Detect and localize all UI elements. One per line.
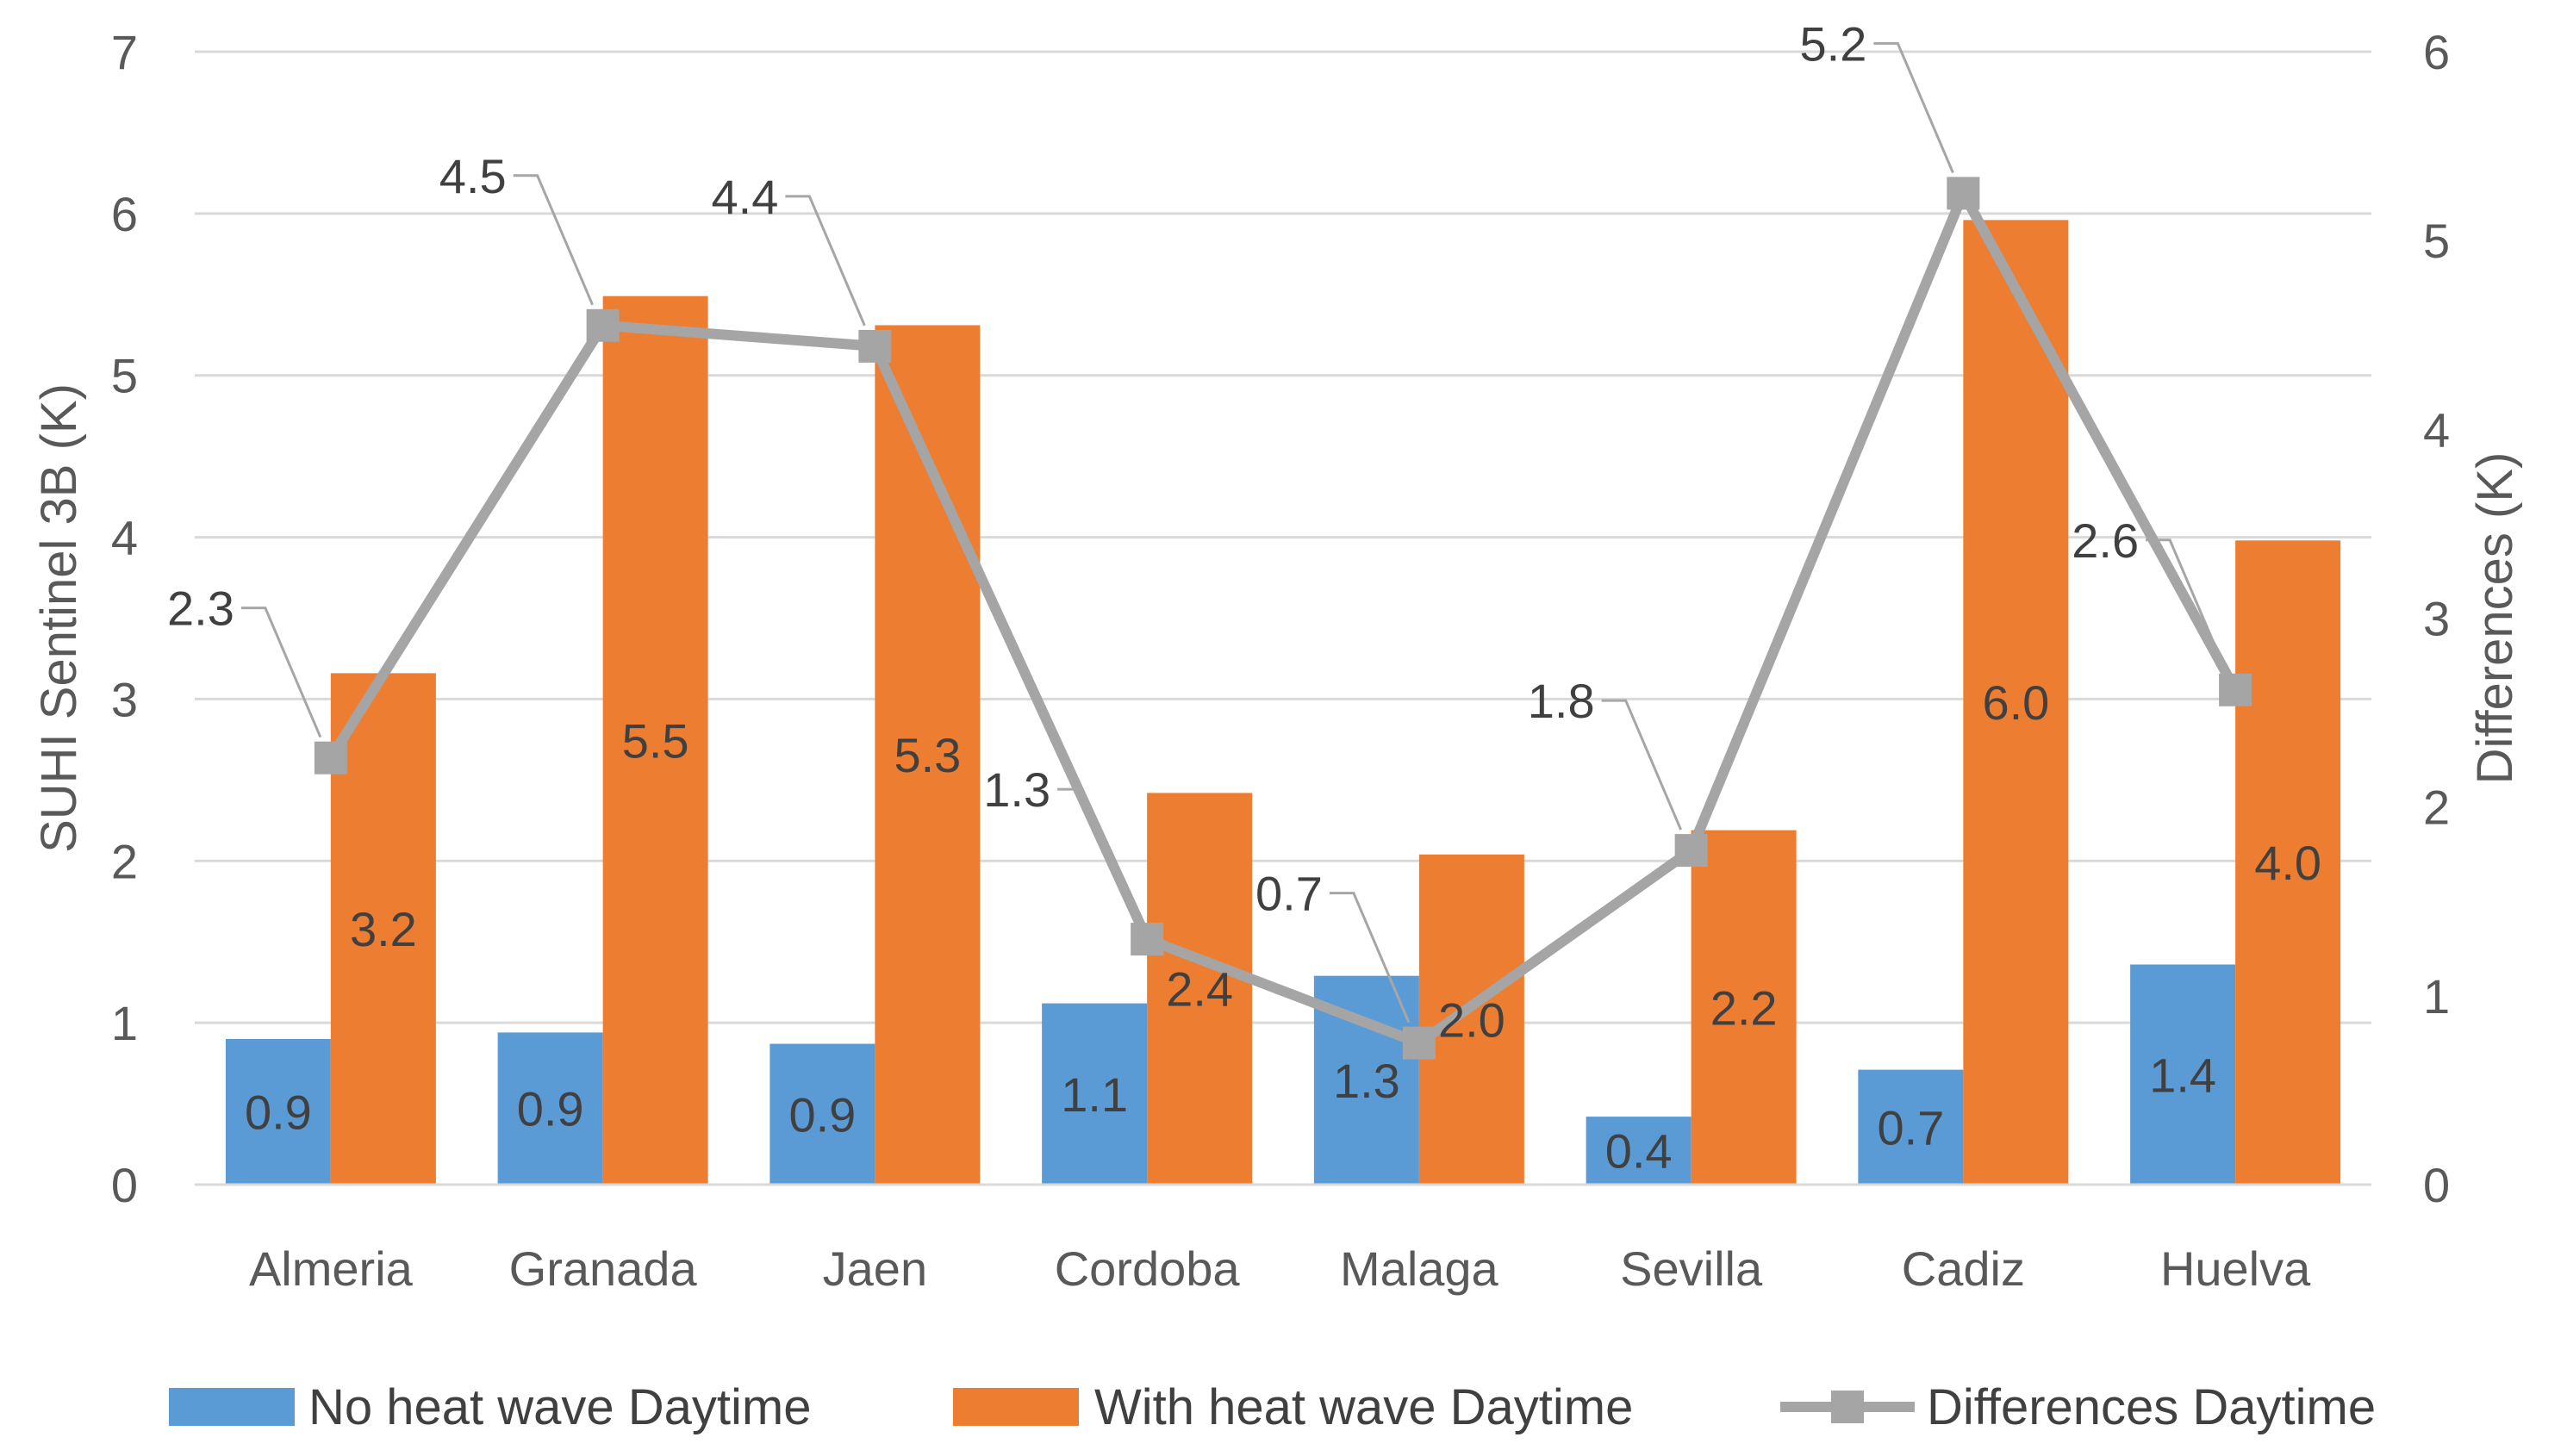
y-tick-label: 6 xyxy=(111,187,138,241)
leader-line xyxy=(1329,892,1411,1024)
data-label-with-heat-wave-granada: 5.5 xyxy=(622,713,689,768)
bar-no-heat-wave-granada xyxy=(497,1032,603,1185)
data-label-differences-jaen: 4.4 xyxy=(712,170,779,224)
y2-tick-label: 2 xyxy=(2423,781,2450,835)
y-tick-label: 3 xyxy=(111,672,138,726)
data-label-differences-huelva: 2.6 xyxy=(2072,513,2139,568)
gridlines xyxy=(195,50,2371,1186)
bar-no-heat-wave-sevilla xyxy=(1586,1117,1692,1185)
differences-marker-cordoba xyxy=(1131,923,1164,956)
legend-label-no-heat-wave: No heat wave Daytime xyxy=(308,1379,811,1435)
leader-line xyxy=(513,174,595,306)
leader-line xyxy=(1873,41,1954,173)
data-label-differences-cordoba: 1.3 xyxy=(983,762,1050,817)
y2-tick-label: 5 xyxy=(2423,214,2450,268)
bar-with-heat-wave-malaga xyxy=(1418,854,1524,1185)
y2-tick-label: 6 xyxy=(2423,25,2450,79)
differences-marker-sevilla xyxy=(1674,834,1708,868)
differences-line xyxy=(326,188,2240,1048)
differences-marker-granada xyxy=(586,308,620,342)
bar-with-heat-wave-granada xyxy=(602,296,708,1185)
data-label-no-heat-wave-cordoba: 1.1 xyxy=(1061,1067,1128,1122)
bar-no-heat-wave-cordoba xyxy=(1042,1003,1148,1185)
x-tick-label-cadiz: Cadiz xyxy=(1902,1241,2025,1296)
data-label-no-heat-wave-cadiz: 0.7 xyxy=(1877,1100,1944,1154)
bar-with-heat-wave-almeria xyxy=(330,673,436,1185)
legend-swatch-no-heat-wave xyxy=(169,1388,295,1426)
leader-line xyxy=(785,195,866,327)
y-tick-label: 5 xyxy=(111,349,138,403)
x-tick-label-jaen: Jaen xyxy=(823,1241,927,1296)
legend-label-with-heat-wave: With heat wave Daytime xyxy=(1094,1379,1633,1435)
legend-swatch-with-heat-wave xyxy=(953,1388,1079,1426)
differences-marker-jaen xyxy=(858,329,892,363)
differences-marker-cadiz xyxy=(1947,177,1980,210)
data-label-with-heat-wave-jaen: 5.3 xyxy=(894,728,961,782)
y-axis-title: SUHI Sentinel 3B (K) xyxy=(31,383,87,853)
bar-with-heat-wave-huelva xyxy=(2235,540,2341,1185)
bar-with-heat-wave-sevilla xyxy=(1691,830,1797,1185)
bar-no-heat-wave-jaen xyxy=(769,1043,875,1185)
data-label-no-heat-wave-granada: 0.9 xyxy=(517,1082,584,1136)
axes: 0 1 2 3 4 5 6 7 0 1 2 3 4 5 6 Almeria Granada Jaen Cordoba… xyxy=(111,25,2450,1296)
data-label-with-heat-wave-cordoba: 2.4 xyxy=(1166,962,1233,1017)
x-tick-label-cordoba: Cordoba xyxy=(1055,1241,1241,1296)
data-label-with-heat-wave-huelva: 4.0 xyxy=(2254,836,2321,890)
leader-line xyxy=(2146,538,2227,670)
bar-no-heat-wave-almeria xyxy=(225,1038,331,1185)
differences-marker-huelva xyxy=(2219,673,2252,706)
x-tick-label-malaga: Malaga xyxy=(1340,1241,1499,1296)
x-tick-label-huelva: Huelva xyxy=(2160,1241,2311,1296)
y-tick-label: 0 xyxy=(111,1158,138,1212)
differences-marker-malaga xyxy=(1402,1026,1436,1060)
y2-tick-label: 1 xyxy=(2423,969,2450,1024)
bar-with-heat-wave-cadiz xyxy=(1963,220,2069,1185)
data-label-no-heat-wave-malaga: 1.3 xyxy=(1333,1054,1400,1108)
x-tick-label-almeria: Almeria xyxy=(249,1241,414,1296)
leader-line xyxy=(1057,787,1138,919)
differences-line-layer xyxy=(240,41,2252,1060)
data-labels: 0.9 3.2 0.9 5.5 0.9 5.3 1.1 2.4 1.3 2.0 0.4 2.2 0.7 6… xyxy=(167,16,2321,1178)
bars xyxy=(225,220,2341,1185)
y-tick-label: 7 xyxy=(111,25,138,79)
data-label-differences-cadiz: 5.2 xyxy=(1800,16,1867,71)
data-label-differences-almeria: 2.3 xyxy=(167,582,234,636)
data-label-no-heat-wave-huelva: 1.4 xyxy=(2149,1048,2216,1102)
y2-axis-title: Differences (K) xyxy=(2467,452,2523,785)
y2-tick-label: 3 xyxy=(2423,592,2450,646)
legend: No heat wave Daytime With heat wave Dayti… xyxy=(169,1379,2376,1435)
bar-with-heat-wave-cordoba xyxy=(1147,793,1253,1185)
data-label-with-heat-wave-almeria: 3.2 xyxy=(350,902,417,956)
y2-tick-label: 0 xyxy=(2423,1158,2450,1212)
bar-no-heat-wave-huelva xyxy=(2130,964,2236,1185)
y-tick-label: 1 xyxy=(111,996,138,1050)
legend-label-differences: Differences Daytime xyxy=(1927,1379,2376,1435)
data-label-differences-granada: 4.5 xyxy=(439,149,507,203)
data-label-differences-sevilla: 1.8 xyxy=(1528,674,1595,728)
data-label-no-heat-wave-almeria: 0.9 xyxy=(245,1085,312,1139)
data-label-no-heat-wave-jaen: 0.9 xyxy=(788,1087,856,1142)
leader-line xyxy=(240,607,322,738)
data-label-differences-malaga: 0.7 xyxy=(1255,867,1323,921)
data-label-with-heat-wave-sevilla: 2.2 xyxy=(1710,980,1778,1035)
legend-marker-differences xyxy=(1831,1391,1864,1423)
y-tick-label: 4 xyxy=(111,511,138,565)
bar-no-heat-wave-cadiz xyxy=(1858,1069,1964,1185)
data-label-with-heat-wave-malaga: 2.0 xyxy=(1438,992,1505,1047)
y2-tick-label: 4 xyxy=(2423,402,2450,457)
differences-marker-almeria xyxy=(314,741,347,775)
data-label-with-heat-wave-cadiz: 6.0 xyxy=(1982,675,2049,730)
y-tick-label: 2 xyxy=(111,834,138,888)
leader-line xyxy=(1601,699,1683,831)
data-label-no-heat-wave-sevilla: 0.4 xyxy=(1605,1124,1673,1179)
x-tick-label-granada: Granada xyxy=(509,1241,698,1296)
x-tick-label-sevilla: Sevilla xyxy=(1620,1241,1763,1296)
